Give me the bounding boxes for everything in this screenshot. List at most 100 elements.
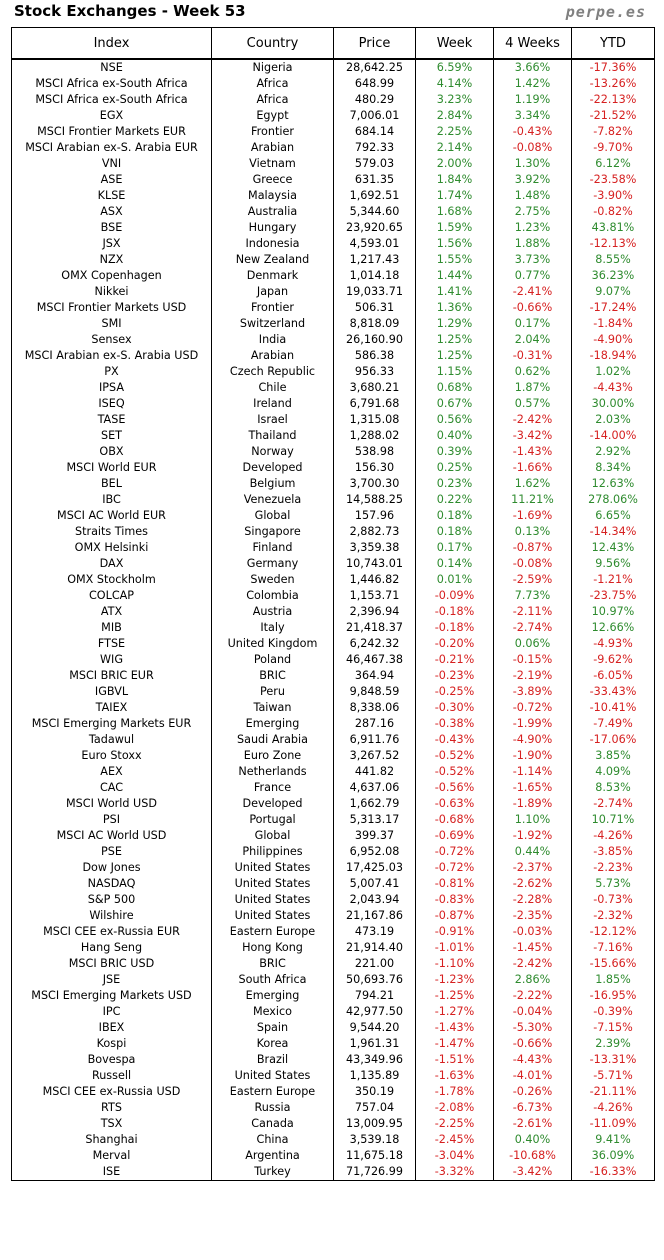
cell-country: Australia xyxy=(211,204,334,220)
cell-index: MSCI Africa ex-South Africa xyxy=(11,92,212,108)
column-header-index[interactable]: Index xyxy=(11,27,212,60)
cell-country: Eastern Europe xyxy=(211,924,334,940)
cell-index: NASDAQ xyxy=(11,876,212,892)
cell-ytd: 12.66% xyxy=(571,620,655,636)
cell-week: -1.01% xyxy=(415,940,494,956)
cell-country: Colombia xyxy=(211,588,334,604)
cell-index: ISEQ xyxy=(11,396,212,412)
table-row: MSCI Frontier Markets USD Frontier 506.31 1… xyxy=(11,300,655,316)
table-row: OMX Copenhagen Denmark 1,014.18 1.44% 0.77% 3… xyxy=(11,268,655,284)
table-body: NSE Nigeria 28,642.25 6.59% 3.66% -17.36% MSCI… xyxy=(11,59,655,1181)
cell-4-weeks: -4.43% xyxy=(493,1052,572,1068)
cell-4-weeks: -2.22% xyxy=(493,988,572,1004)
cell-ytd: -4.26% xyxy=(571,828,655,844)
cell-ytd: -6.05% xyxy=(571,668,655,684)
cell-price: 28,642.25 xyxy=(333,59,416,76)
cell-price: 3,267.52 xyxy=(333,748,416,764)
cell-price: 14,588.25 xyxy=(333,492,416,508)
cell-price: 473.19 xyxy=(333,924,416,940)
cell-4-weeks: 0.77% xyxy=(493,268,572,284)
cell-4-weeks: 0.40% xyxy=(493,1132,572,1148)
cell-week: -0.18% xyxy=(415,620,494,636)
table-row: ISEQ Ireland 6,791.68 0.67% 0.57% 30.00% xyxy=(11,396,655,412)
cell-price: 21,914.40 xyxy=(333,940,416,956)
cell-index: KLSE xyxy=(11,188,212,204)
table-row: MIB Italy 21,418.37 -0.18% -2.74% 12.66% xyxy=(11,620,655,636)
cell-week: -1.51% xyxy=(415,1052,494,1068)
cell-country: Mexico xyxy=(211,1004,334,1020)
cell-country: Vietnam xyxy=(211,156,334,172)
cell-4-weeks: -2.19% xyxy=(493,668,572,684)
cell-ytd: 2.03% xyxy=(571,412,655,428)
cell-country: New Zealand xyxy=(211,252,334,268)
column-header-ytd[interactable]: YTD xyxy=(571,27,655,60)
cell-index: ASX xyxy=(11,204,212,220)
cell-price: 538.98 xyxy=(333,444,416,460)
cell-country: Brazil xyxy=(211,1052,334,1068)
cell-ytd: 10.97% xyxy=(571,604,655,620)
cell-country: United States xyxy=(211,876,334,892)
cell-price: 8,338.06 xyxy=(333,700,416,716)
cell-price: 17,425.03 xyxy=(333,860,416,876)
cell-week: 1.25% xyxy=(415,348,494,364)
cell-4-weeks: -2.11% xyxy=(493,604,572,620)
cell-4-weeks: -2.61% xyxy=(493,1116,572,1132)
cell-price: 1,692.51 xyxy=(333,188,416,204)
column-header-week[interactable]: Week xyxy=(415,27,494,60)
cell-index: PSI xyxy=(11,812,212,828)
table-row: MSCI Frontier Markets EUR Frontier 684.14 2… xyxy=(11,124,655,140)
cell-week: 4.14% xyxy=(415,76,494,92)
table-row: IPSA Chile 3,680.21 0.68% 1.87% -4.43% xyxy=(11,380,655,396)
cell-price: 1,446.82 xyxy=(333,572,416,588)
table-row: PSE Philippines 6,952.08 -0.72% 0.44% -3.85% xyxy=(11,844,655,860)
cell-index: MSCI BRIC USD xyxy=(11,956,212,972)
cell-4-weeks: -0.31% xyxy=(493,348,572,364)
cell-ytd: -3.85% xyxy=(571,844,655,860)
cell-week: -1.43% xyxy=(415,1020,494,1036)
cell-index: MSCI Emerging Markets EUR xyxy=(11,716,212,732)
table-row: Wilshire United States 21,167.86 -0.87% -2.3… xyxy=(11,908,655,924)
cell-4-weeks: 0.57% xyxy=(493,396,572,412)
cell-country: Finland xyxy=(211,540,334,556)
cell-country: Switzerland xyxy=(211,316,334,332)
cell-week: -3.04% xyxy=(415,1148,494,1164)
table-row: BSE Hungary 23,920.65 1.59% 1.23% 43.81% xyxy=(11,220,655,236)
column-header-country[interactable]: Country xyxy=(211,27,334,60)
cell-price: 3,700.30 xyxy=(333,476,416,492)
cell-4-weeks: 3.66% xyxy=(493,59,572,76)
table-row: RTS Russia 757.04 -2.08% -6.73% -4.26% xyxy=(11,1100,655,1116)
cell-ytd: -23.58% xyxy=(571,172,655,188)
cell-4-weeks: -1.99% xyxy=(493,716,572,732)
cell-week: -2.25% xyxy=(415,1116,494,1132)
cell-index: FTSE xyxy=(11,636,212,652)
cell-price: 50,693.76 xyxy=(333,972,416,988)
cell-4-weeks: -3.42% xyxy=(493,428,572,444)
column-header-4-weeks[interactable]: 4 Weeks xyxy=(493,27,572,60)
cell-ytd: 8.55% xyxy=(571,252,655,268)
cell-country: Venezuela xyxy=(211,492,334,508)
cell-week: -1.78% xyxy=(415,1084,494,1100)
cell-price: 6,911.76 xyxy=(333,732,416,748)
cell-ytd: 9.07% xyxy=(571,284,655,300)
cell-index: MSCI World EUR xyxy=(11,460,212,476)
cell-ytd: 8.34% xyxy=(571,460,655,476)
cell-country: Thailand xyxy=(211,428,334,444)
cell-price: 21,418.37 xyxy=(333,620,416,636)
column-header-price[interactable]: Price xyxy=(333,27,416,60)
cell-index: MSCI Emerging Markets USD xyxy=(11,988,212,1004)
cell-4-weeks: 11.21% xyxy=(493,492,572,508)
cell-country: Euro Zone xyxy=(211,748,334,764)
cell-index: Shanghai xyxy=(11,1132,212,1148)
table-row: PX Czech Republic 956.33 1.15% 0.62% 1.02% xyxy=(11,364,655,380)
table-header-row: Index Country Price Week 4 Weeks YTD xyxy=(11,27,655,60)
cell-4-weeks: -2.35% xyxy=(493,908,572,924)
table-row: NZX New Zealand 1,217.43 1.55% 3.73% 8.55% xyxy=(11,252,655,268)
cell-price: 4,593.01 xyxy=(333,236,416,252)
cell-price: 2,043.94 xyxy=(333,892,416,908)
cell-4-weeks: -0.08% xyxy=(493,556,572,572)
cell-4-weeks: 1.88% xyxy=(493,236,572,252)
cell-country: Singapore xyxy=(211,524,334,540)
cell-week: -0.81% xyxy=(415,876,494,892)
cell-price: 23,920.65 xyxy=(333,220,416,236)
table-row: MSCI Arabian ex-S. Arabia EUR Arabian 792.… xyxy=(11,140,655,156)
